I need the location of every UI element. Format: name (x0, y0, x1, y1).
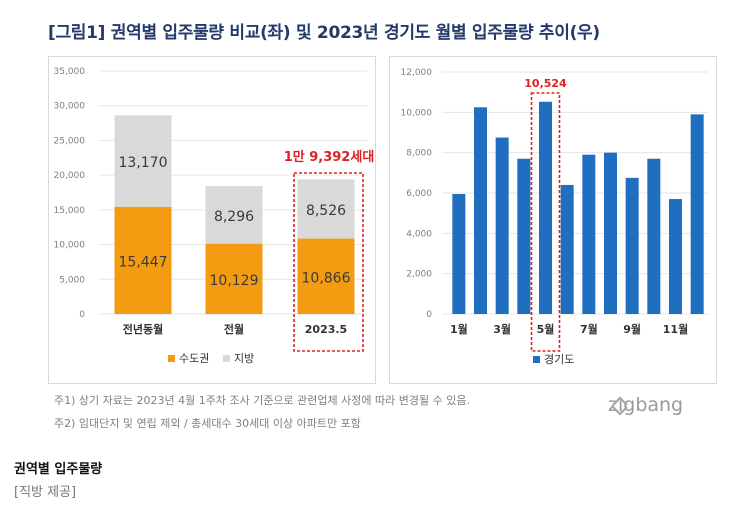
x-tick-label: 전월 (224, 322, 244, 336)
y-tick-label: 5,000 (59, 275, 85, 285)
data-label-regional: 8,296 (214, 209, 254, 225)
legend-swatch-gyeonggi (533, 356, 540, 363)
x-tick-label: 2023.5 (305, 323, 347, 336)
footnote-2: 주2) 임대단지 및 연립 제외 / 총세대수 30세대 이상 아파트만 포함 (54, 417, 361, 430)
highlight-box (530, 92, 561, 352)
x-tick-label: 11월 (663, 322, 688, 336)
bar-gyeonggi (452, 194, 466, 314)
legend-swatch-regional (223, 355, 230, 362)
stacked-bar-chart: 0 5,000 10,000 15,000 20,000 25,000 30,000 35,0… (54, 67, 375, 365)
y-tick-label: 6,000 (406, 189, 432, 199)
y-tick-label: 20,000 (54, 171, 86, 181)
y-tick-label: 10,000 (401, 108, 433, 118)
highlight-box (293, 172, 364, 352)
bar-gyeonggi (690, 114, 704, 314)
x-tick-label: 7월 (580, 322, 598, 336)
footnote-1: 주1) 상기 자료는 2023년 4월 1주차 조사 기준으로 관련업체 사정에… (54, 394, 470, 407)
x-tick-label: 9월 (623, 322, 641, 336)
caption-title: 권역별 입주물량 (14, 462, 103, 477)
caption-source: [직방 제공] (14, 485, 77, 500)
bar-gyeonggi (517, 158, 531, 314)
legend-label-regional: 지방 (234, 352, 254, 365)
y-tick-label: 15,000 (54, 206, 86, 216)
y-tick-label: 4,000 (406, 229, 432, 239)
y-tick-label: 12,000 (401, 68, 433, 78)
bar-gyeonggi (495, 137, 509, 314)
bar-gyeonggi (625, 177, 639, 314)
bar-gyeonggi (539, 101, 552, 315)
x-tick-label: 전년동월 (123, 322, 163, 336)
bar-regional (297, 179, 355, 239)
bar-metro (205, 243, 263, 314)
monthly-bar-chart: 0 2,000 4,000 6,000 8,000 10,000 12,000 1월 3월 5월 7… (401, 68, 708, 366)
x-tick-label: 3월 (493, 322, 511, 336)
data-label-metro: 10,129 (210, 273, 259, 289)
bar-gyeonggi (604, 152, 617, 314)
y-tick-label: 8,000 (406, 149, 432, 159)
data-label-metro: 10,866 (302, 270, 351, 286)
bar-gyeonggi (474, 107, 487, 314)
bar-regional (205, 186, 263, 244)
y-tick-label: 0 (79, 310, 85, 320)
y-tick-label: 35,000 (54, 67, 86, 77)
x-tick-label: 5월 (537, 322, 555, 336)
chart-title: [그림1] 권역별 입주물량 비교(좌) 및 2023년 경기도 월별 입주물량… (48, 23, 600, 43)
bar-gyeonggi (647, 158, 661, 314)
bar-regional (114, 115, 172, 207)
bar-gyeonggi (582, 154, 596, 314)
right-chart-panel: 0 2,000 4,000 6,000 8,000 10,000 12,000 1월 3월 5월 7… (389, 56, 717, 384)
y-tick-label: 2,000 (406, 270, 432, 280)
zigbang-logo-text: zigbang (608, 394, 684, 416)
legend-label-metro: 수도권 (179, 352, 209, 365)
data-label-regional: 13,170 (119, 155, 168, 171)
bar-gyeonggi (560, 184, 574, 314)
legend-swatch-metro (168, 355, 175, 362)
left-chart-panel: 0 5,000 10,000 15,000 20,000 25,000 30,000 35,0… (48, 56, 376, 384)
zigbang-logo-icon (612, 396, 628, 416)
data-label-regional: 8,526 (306, 203, 346, 219)
y-tick-label: 30,000 (54, 102, 86, 112)
bar-gyeonggi (669, 199, 682, 314)
total-annotation: 1만 9,392세대 (284, 149, 375, 165)
y-tick-label: 25,000 (54, 136, 86, 146)
zigbang-logo: zigbang (608, 394, 683, 416)
legend-label-gyeonggi: 경기도 (544, 353, 574, 366)
y-tick-label: 0 (426, 310, 432, 320)
x-tick-label: 1월 (450, 322, 468, 336)
bar-metro (114, 206, 172, 314)
y-tick-label: 10,000 (54, 241, 86, 251)
bar-metro (297, 238, 355, 314)
peak-annotation: 10,524 (524, 77, 567, 90)
data-label-metro: 15,447 (119, 254, 168, 270)
